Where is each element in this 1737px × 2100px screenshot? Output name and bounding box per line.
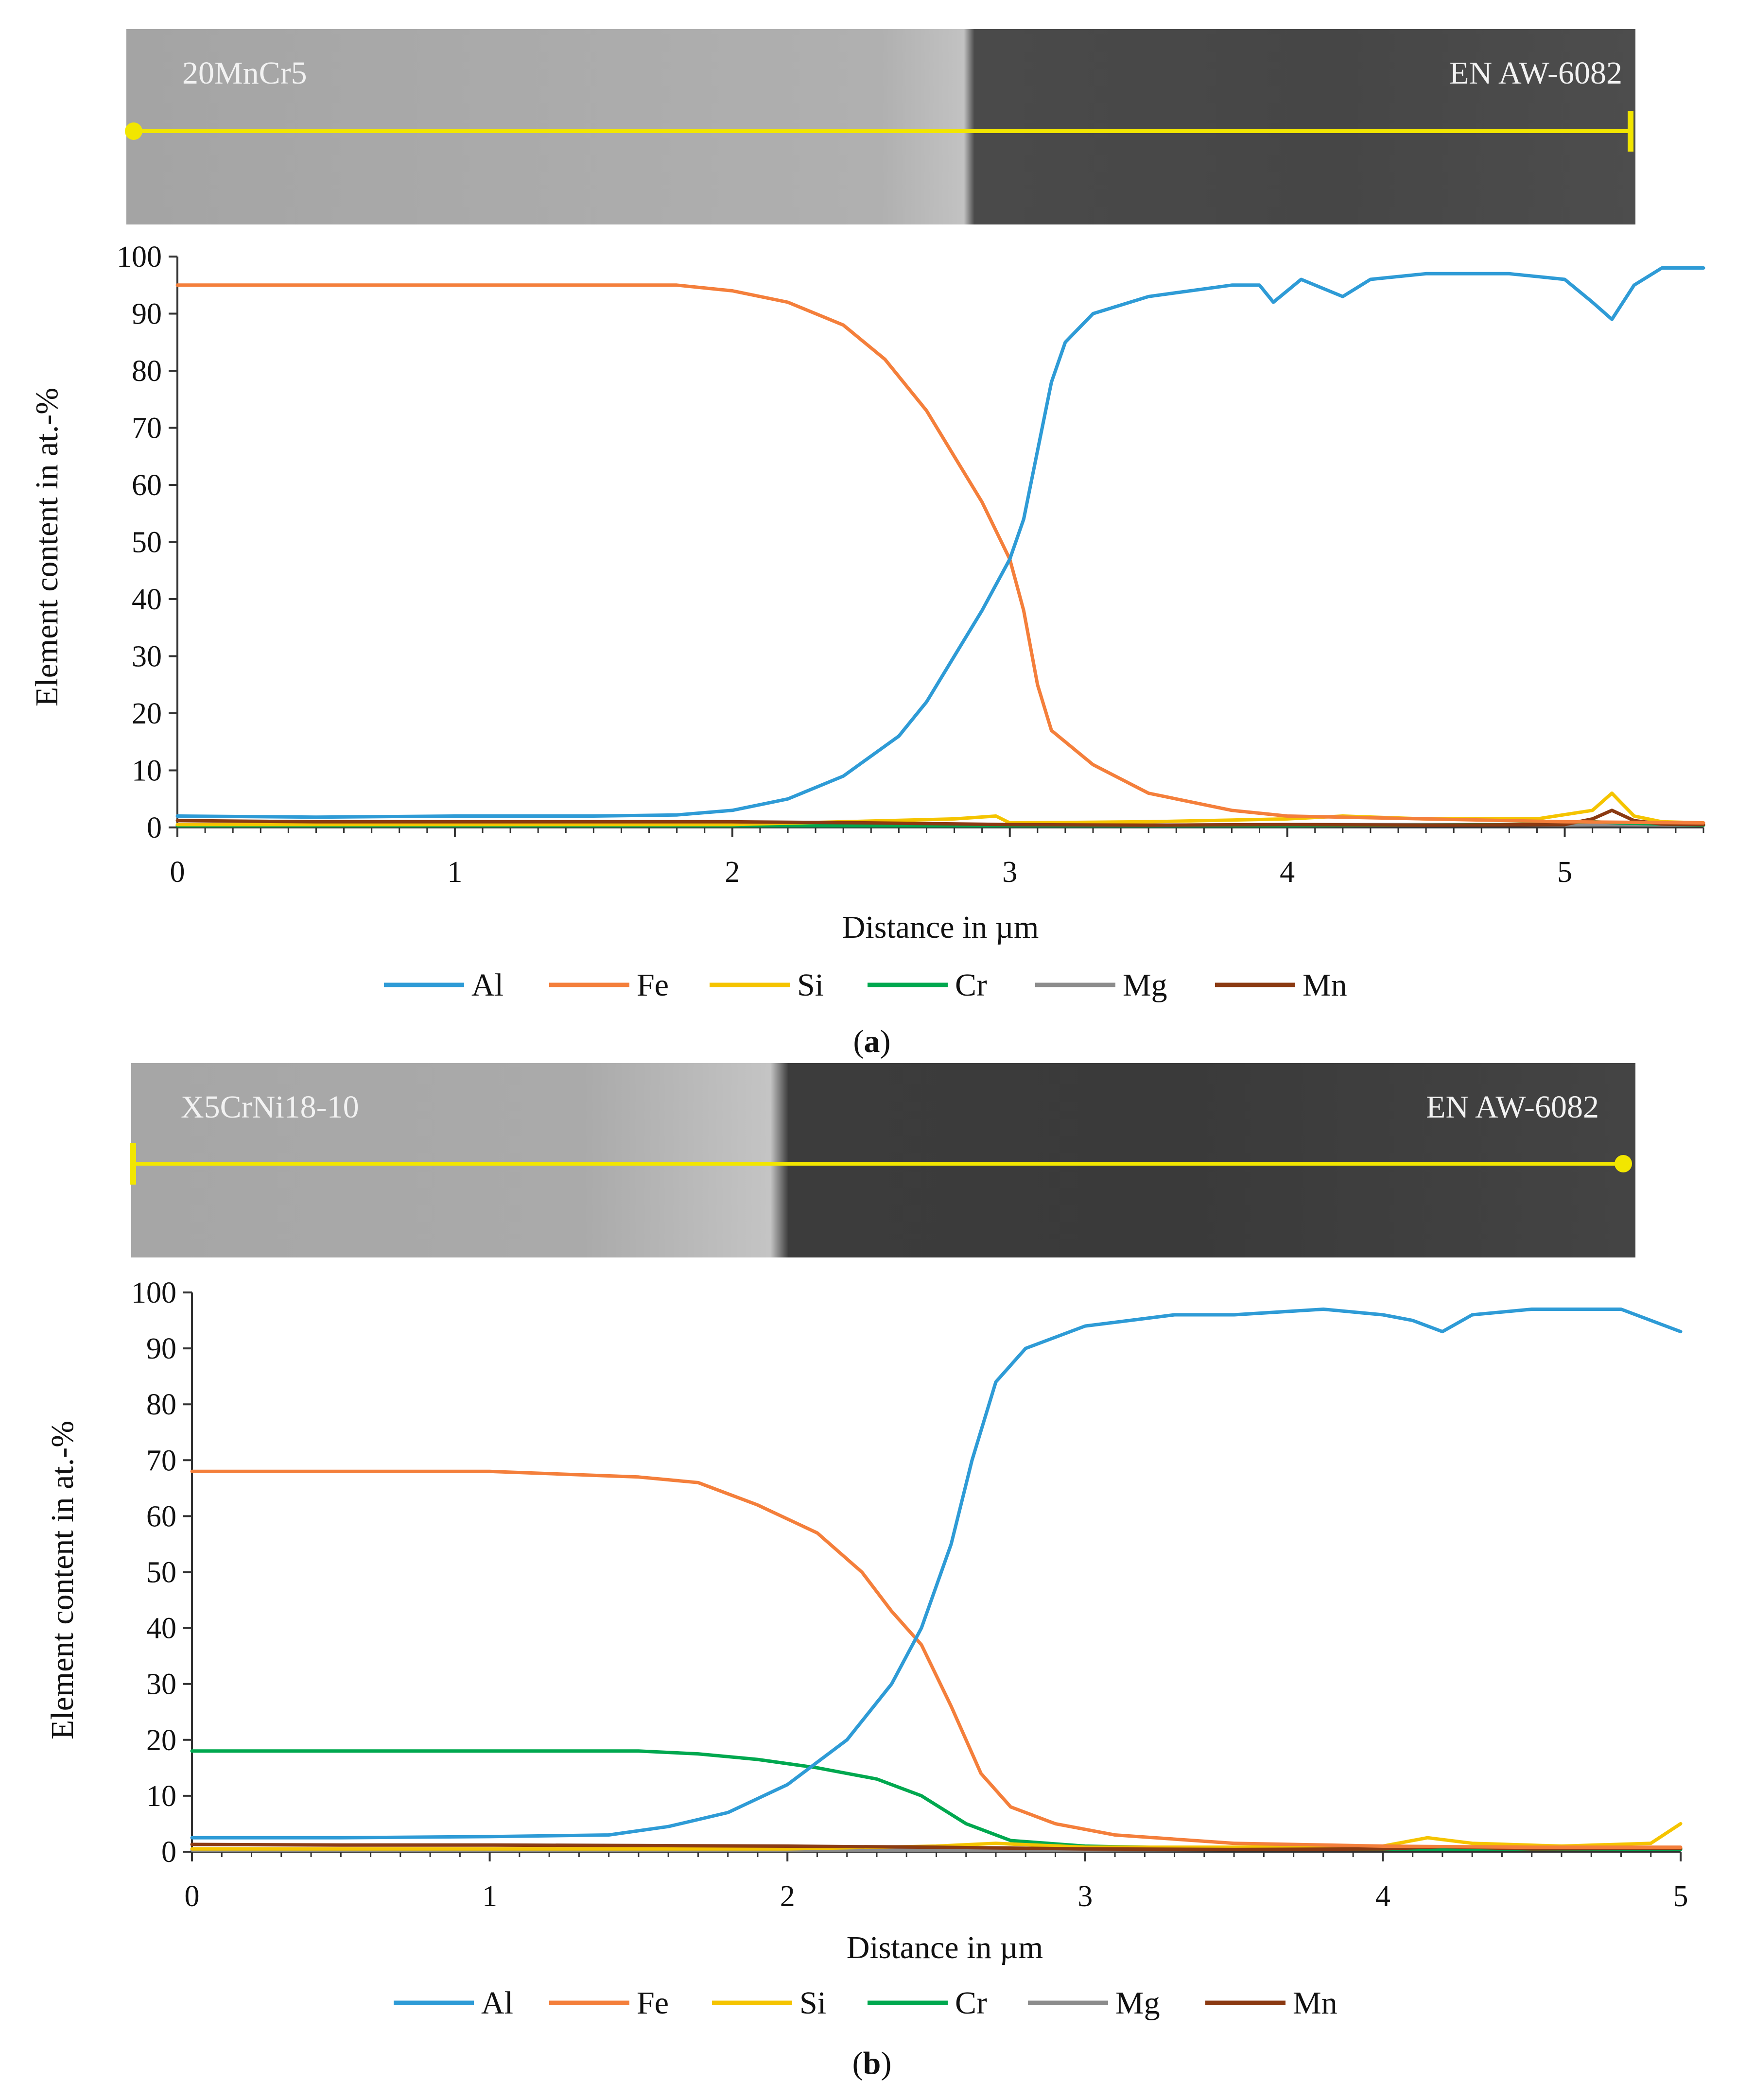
series-line-b-al bbox=[190, 1308, 1683, 1840]
x-tick-label-b-4: 4 bbox=[1375, 1880, 1390, 1913]
legend-label-b-mg: Mg bbox=[1115, 1985, 1160, 2021]
y-tick-label-a-60: 60 bbox=[132, 469, 162, 502]
sem-b-scan-end-marker bbox=[1615, 1155, 1632, 1172]
y-tick-label-b-100: 100 bbox=[131, 1276, 176, 1309]
y-axis-b: 0 10 20 30 40 50 60 70 80 90 100 bbox=[131, 1276, 193, 1869]
x-axis-title-b: Distance in µm bbox=[847, 1930, 1043, 1965]
panel-b: X5CrNi18-10 EN AW-6082 01020304050607080… bbox=[45, 1063, 1688, 2081]
legend-label-b-fe: Fe bbox=[637, 1985, 669, 2021]
legend-label-a-mn: Mn bbox=[1303, 967, 1347, 1003]
sem-a-scan-start-marker bbox=[125, 122, 142, 140]
y-tick-label-b-0: 0 bbox=[161, 1836, 176, 1869]
x-tick-label-a-3: 3 bbox=[1002, 856, 1017, 889]
sem-image-b: X5CrNi18-10 EN AW-6082 bbox=[130, 1063, 1635, 1257]
x-tick-label-a-0: 0 bbox=[170, 856, 185, 889]
series-lines-a bbox=[175, 266, 1705, 827]
y-tick-label-b-90: 90 bbox=[146, 1332, 176, 1365]
panel-b-caption: (b) bbox=[852, 2046, 892, 2081]
panel-b-caption-letter: b bbox=[863, 2046, 881, 2081]
y-tick-label-a-40: 40 bbox=[132, 583, 162, 616]
y-tick-label-b-30: 30 bbox=[146, 1668, 176, 1701]
legend-label-a-al: Al bbox=[471, 967, 504, 1003]
legend-label-a-si: Si bbox=[797, 967, 824, 1003]
plot-area-a: 0 10 20 30 40 50 60 70 80 90 100 0 1 2 3 4 5 bbox=[117, 241, 1705, 889]
y-axis-a: 0 10 20 30 40 50 60 70 80 90 100 bbox=[117, 241, 178, 844]
legend-b: Al Fe Si Cr Mg Mn bbox=[394, 1985, 1337, 2021]
y-tick-label-a-90: 90 bbox=[132, 298, 162, 331]
x-tick-label-b-3: 3 bbox=[1077, 1880, 1093, 1913]
legend-label-a-mg: Mg bbox=[1123, 967, 1167, 1003]
y-axis-title-a: Element content in at.-% bbox=[29, 388, 65, 706]
sem-b-right-material: EN AW-6082 bbox=[1426, 1089, 1599, 1125]
y-tick-label-a-20: 20 bbox=[132, 697, 162, 730]
sem-image-b-background bbox=[131, 1063, 1635, 1257]
y-axis-title-b: Element content in at.-% bbox=[45, 1421, 80, 1739]
x-axis-b: 0 1 2 3 4 5 bbox=[185, 1851, 1688, 1913]
y-tick-label-a-10: 10 bbox=[132, 755, 162, 788]
series-line-a-al bbox=[175, 266, 1705, 819]
series-line-b-fe bbox=[190, 1469, 1683, 1849]
sem-b-scan-start-marker bbox=[130, 1143, 136, 1185]
x-tick-label-a-4: 4 bbox=[1280, 856, 1295, 889]
y-tick-label-b-70: 70 bbox=[146, 1444, 176, 1477]
sem-a-right-material: EN AW-6082 bbox=[1449, 55, 1622, 91]
legend-label-b-mn: Mn bbox=[1293, 1985, 1337, 2021]
x-tick-label-a-1: 1 bbox=[447, 856, 462, 889]
x-tick-label-b-0: 0 bbox=[185, 1880, 200, 1913]
y-tick-label-a-70: 70 bbox=[132, 412, 162, 445]
y-tick-label-b-80: 80 bbox=[146, 1388, 176, 1421]
panel-a-caption: (a) bbox=[853, 1024, 891, 1059]
y-tick-label-b-10: 10 bbox=[146, 1780, 176, 1813]
series-line-a-mn bbox=[175, 809, 1705, 827]
x-tick-label-b-2: 2 bbox=[780, 1880, 795, 1913]
sem-a-scan-end-marker bbox=[1628, 111, 1633, 152]
series-line-a-fe bbox=[175, 283, 1705, 825]
y-tick-label-a-50: 50 bbox=[132, 526, 162, 559]
sem-b-left-material: X5CrNi18-10 bbox=[181, 1089, 359, 1125]
y-tick-label-a-100: 100 bbox=[117, 241, 162, 274]
sem-image-a-background bbox=[126, 29, 1635, 224]
legend-label-b-cr: Cr bbox=[955, 1985, 987, 2021]
y-tick-label-a-0: 0 bbox=[147, 811, 162, 844]
panel-a-caption-letter: a bbox=[864, 1024, 880, 1059]
sem-a-left-material: 20MnCr5 bbox=[182, 55, 307, 91]
series-line-b-cr bbox=[190, 1749, 1683, 1851]
legend-label-a-cr: Cr bbox=[955, 967, 987, 1003]
y-tick-label-b-20: 20 bbox=[146, 1724, 176, 1757]
x-tick-label-a-2: 2 bbox=[725, 856, 740, 889]
legend-label-a-fe: Fe bbox=[637, 967, 669, 1003]
x-tick-label-a-5: 5 bbox=[1557, 856, 1572, 889]
legend-label-b-si: Si bbox=[799, 1985, 826, 2021]
y-tick-label-b-40: 40 bbox=[146, 1612, 176, 1645]
series-lines-b bbox=[190, 1308, 1683, 1852]
x-tick-label-b-5: 5 bbox=[1673, 1880, 1688, 1913]
legend-a: Al Fe Si Cr Mg Mn bbox=[384, 967, 1347, 1003]
y-tick-label-a-80: 80 bbox=[132, 355, 162, 388]
panel-a: 20MnCr5 EN AW-6082 010203040506070809010… bbox=[29, 29, 1705, 1059]
x-axis-a: 0 1 2 3 4 5 bbox=[170, 826, 1704, 889]
legend-label-b-al: Al bbox=[481, 1985, 513, 2021]
sem-image-a: 20MnCr5 EN AW-6082 bbox=[125, 29, 1635, 224]
y-tick-label-a-30: 30 bbox=[132, 640, 162, 673]
x-axis-title-a: Distance in µm bbox=[842, 910, 1039, 945]
y-tick-label-b-60: 60 bbox=[146, 1500, 176, 1533]
x-tick-label-b-1: 1 bbox=[482, 1880, 497, 1913]
plot-area-b: 0 10 20 30 40 50 60 70 80 90 100 0 1 2 3 4 5 bbox=[131, 1276, 1688, 1913]
y-tick-label-b-50: 50 bbox=[146, 1556, 176, 1589]
